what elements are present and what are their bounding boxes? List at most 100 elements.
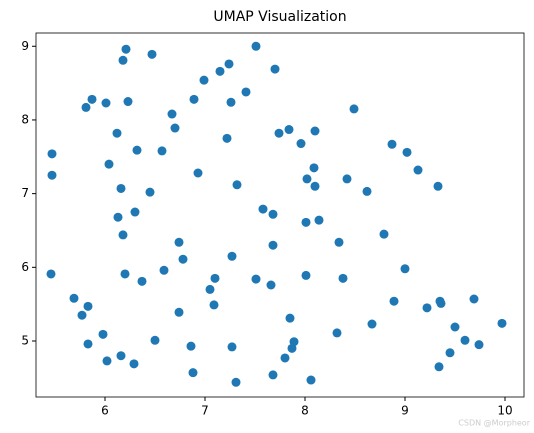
point [367, 319, 377, 329]
point [301, 217, 311, 227]
point [170, 123, 180, 133]
point [81, 102, 91, 112]
point [174, 307, 184, 317]
point [46, 269, 56, 279]
y-tick-label: 6 [21, 260, 29, 274]
x-tick-label: 6 [101, 404, 109, 418]
point [334, 237, 344, 247]
point [445, 348, 455, 358]
point [167, 109, 177, 119]
point [436, 298, 446, 308]
point [301, 270, 311, 280]
point [118, 230, 128, 240]
point [130, 207, 140, 217]
point [268, 240, 278, 250]
point [116, 183, 126, 193]
point [47, 170, 57, 180]
point [83, 339, 93, 349]
point [102, 356, 112, 366]
point [129, 359, 139, 369]
point [210, 273, 220, 283]
point [389, 296, 399, 306]
point [349, 104, 359, 114]
point [306, 375, 316, 385]
point [69, 293, 79, 303]
x-tick-label: 10 [497, 404, 512, 418]
point [251, 274, 261, 284]
point [413, 165, 423, 175]
point [205, 284, 215, 294]
plot-frame [35, 32, 525, 398]
y-tick-label: 5 [21, 334, 29, 348]
point [314, 215, 324, 225]
point [222, 133, 232, 143]
point [224, 59, 234, 69]
point [101, 98, 111, 108]
point [137, 276, 147, 286]
point [387, 139, 397, 149]
point [433, 181, 443, 191]
point [83, 301, 93, 311]
point [497, 318, 507, 328]
point [227, 342, 237, 352]
point [199, 75, 209, 85]
point [287, 343, 297, 353]
chart-title: UMAP Visualization [213, 9, 346, 25]
point [270, 64, 280, 74]
point [132, 145, 142, 155]
point [226, 97, 236, 107]
point [310, 126, 320, 136]
point [338, 273, 348, 283]
point [104, 159, 114, 169]
point [268, 209, 278, 219]
point [227, 251, 237, 261]
y-tick-label: 9 [21, 39, 29, 53]
point [258, 204, 268, 214]
point [400, 264, 410, 274]
point [77, 310, 87, 320]
point [178, 254, 188, 264]
point [434, 362, 444, 372]
point [121, 44, 131, 54]
point [342, 174, 352, 184]
point [309, 163, 319, 173]
point [469, 294, 479, 304]
point [112, 128, 122, 138]
point [145, 187, 155, 197]
watermark: CSDN @Morpheor [458, 419, 530, 428]
point [450, 322, 460, 332]
point [186, 341, 196, 351]
point [174, 237, 184, 247]
point [157, 146, 167, 156]
point [47, 149, 57, 159]
point [116, 351, 126, 361]
point [188, 368, 198, 378]
point [193, 168, 203, 178]
point [251, 41, 261, 51]
point [285, 313, 295, 323]
point [87, 94, 97, 104]
point [302, 174, 312, 184]
x-tick-label: 9 [401, 404, 409, 418]
point [296, 139, 306, 149]
point [120, 269, 130, 279]
point [274, 128, 284, 138]
point [362, 186, 372, 196]
point [209, 300, 219, 310]
point [379, 229, 389, 239]
point [147, 49, 157, 59]
point [241, 87, 251, 97]
point [189, 94, 199, 104]
x-tick-label: 7 [201, 404, 209, 418]
x-tick-label: 8 [301, 404, 309, 418]
point [474, 340, 484, 350]
y-tick-label: 8 [21, 112, 29, 126]
point [231, 377, 241, 387]
point [123, 97, 133, 107]
point [332, 328, 342, 338]
point [98, 329, 108, 339]
y-tick-label: 7 [21, 186, 29, 200]
point [232, 180, 242, 190]
